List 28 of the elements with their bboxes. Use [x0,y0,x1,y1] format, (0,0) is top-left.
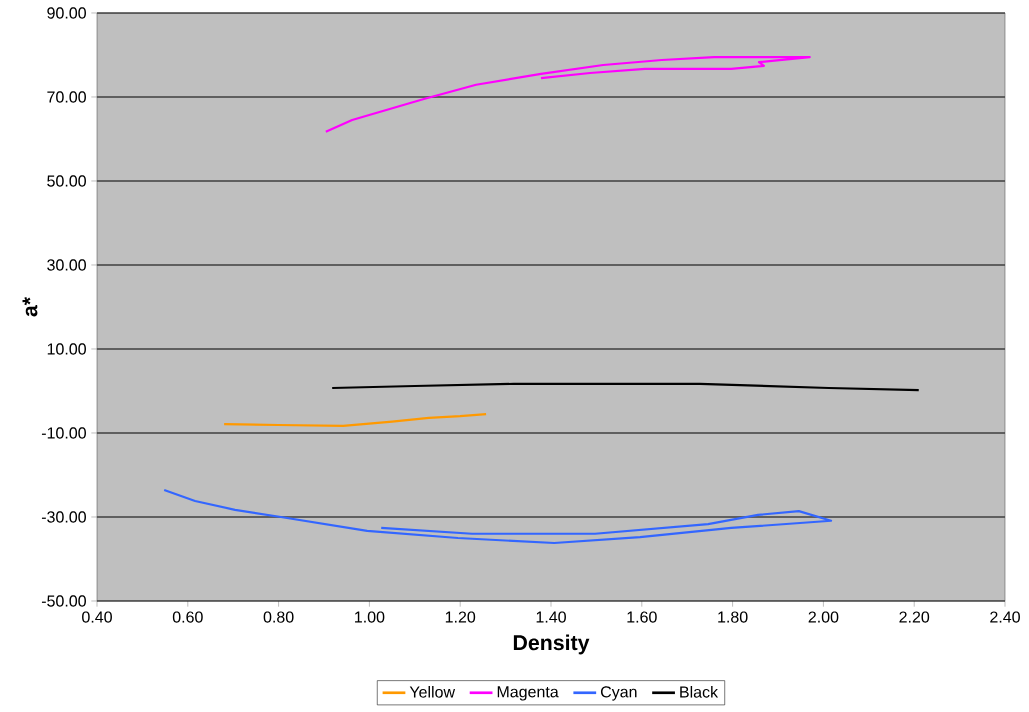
x-tick-label: 1.60 [627,611,657,623]
y-tick-label: 30.00 [47,259,86,271]
x-tick-label: 2.20 [899,611,930,623]
x-tick-label: 1.40 [536,611,566,623]
x-tick-label: 0.40 [82,611,112,623]
legend-label: Black [680,685,719,698]
line-series [163,489,833,545]
y-tick-label: 10.00 [47,343,86,355]
x-tick-label: 0.60 [172,611,203,623]
y-tick-label: 70.00 [47,91,86,103]
y-tick-label: -50.00 [41,595,86,607]
x-tick-label: 0.80 [263,611,294,623]
legend-label: Yellow [409,685,456,698]
x-tick-label: 1.00 [355,611,385,623]
x-tick-label: 2.40 [990,611,1020,623]
y-tick-label: -10.00 [41,427,86,439]
y-axis-title: a* [22,296,38,317]
y-tick-label: 50.00 [47,175,86,187]
line-series [324,56,811,133]
x-tick-label: 1.20 [445,611,476,623]
x-tick-label: 2.00 [808,611,839,623]
line-series [223,413,488,427]
y-tick-label: 90.00 [47,7,86,19]
legend-label: Magenta [497,686,559,701]
x-axis-title: Density [513,634,590,655]
legend-label: Cyan [600,686,637,701]
y-tick-label: -30.00 [41,511,86,523]
x-tick-label: 1.80 [718,611,748,623]
